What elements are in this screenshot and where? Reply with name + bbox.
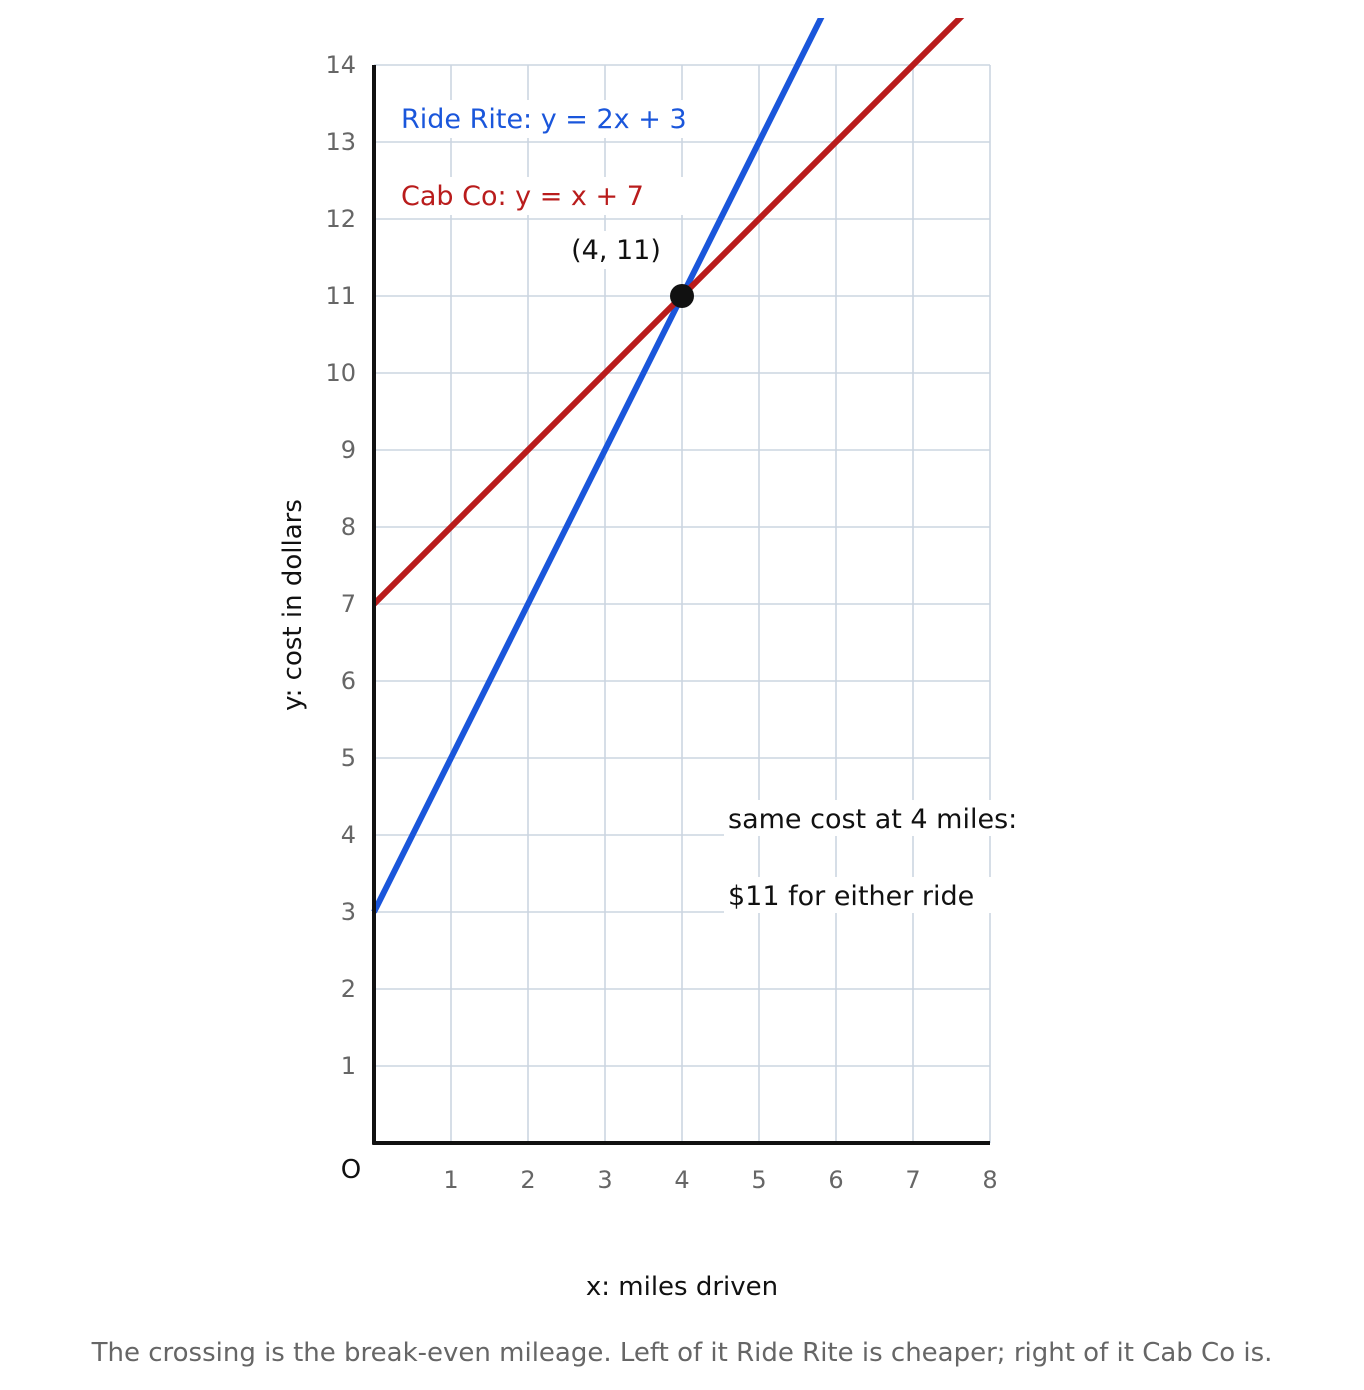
y-axis-label: y: cost in dollars xyxy=(278,499,308,711)
x-tick-label: 7 xyxy=(905,1166,920,1194)
y-tick-label: 7 xyxy=(341,590,356,618)
x-tick-label: 5 xyxy=(751,1166,766,1194)
legend-label-cab-co: Cab Co: y = x + 7 xyxy=(401,181,644,212)
y-tick-label: 5 xyxy=(341,744,356,772)
x-tick-label: 2 xyxy=(520,1166,535,1194)
y-tick-label: 14 xyxy=(325,51,356,79)
intersection-label: (4, 11) xyxy=(571,235,661,266)
y-tick-label: 13 xyxy=(325,128,356,156)
y-tick-label: 9 xyxy=(341,436,356,464)
annotation-line-2: $11 for either ride xyxy=(728,881,974,912)
intersection-point xyxy=(670,284,694,308)
intersection-dot xyxy=(670,284,694,308)
caption: The crossing is the break-even mileage. … xyxy=(91,1338,1273,1368)
x-tick-label: 4 xyxy=(674,1166,689,1194)
axes xyxy=(372,65,990,1145)
y-tick-label: 11 xyxy=(325,282,356,310)
y-tick-label: 8 xyxy=(341,513,356,541)
series-lines xyxy=(371,18,965,914)
series-line-cab-co xyxy=(371,18,965,607)
y-tick-label: 10 xyxy=(325,359,356,387)
annotation-box: same cost at 4 miles: $11 for either rid… xyxy=(724,800,1042,913)
x-tick-label: 1 xyxy=(443,1166,458,1194)
x-tick-label: 6 xyxy=(828,1166,843,1194)
x-axis-label: x: miles driven xyxy=(586,1272,778,1302)
origin-label: O xyxy=(341,1155,361,1185)
y-tick-label: 1 xyxy=(341,1052,356,1080)
x-tick-label: 8 xyxy=(982,1166,997,1194)
legend-label-ride-rite: Ride Rite: y = 2x + 3 xyxy=(401,104,687,135)
intersection-label-group: (4, 11) xyxy=(560,231,672,269)
y-tick-label: 6 xyxy=(341,667,356,695)
y-tick-label: 2 xyxy=(341,975,356,1003)
series-line-ride-rite xyxy=(371,18,825,914)
y-tick-label: 3 xyxy=(341,898,356,926)
grid-lines xyxy=(374,64,991,1143)
annotation-line-1: same cost at 4 miles: xyxy=(728,804,1017,835)
legend-ride-rite: Ride Rite: y = 2x + 3 xyxy=(395,100,740,138)
legend-cab-co: Cab Co: y = x + 7 xyxy=(395,177,690,215)
x-tick-label: 3 xyxy=(597,1166,612,1194)
y-tick-label: 4 xyxy=(341,821,356,849)
y-tick-label: 12 xyxy=(325,205,356,233)
